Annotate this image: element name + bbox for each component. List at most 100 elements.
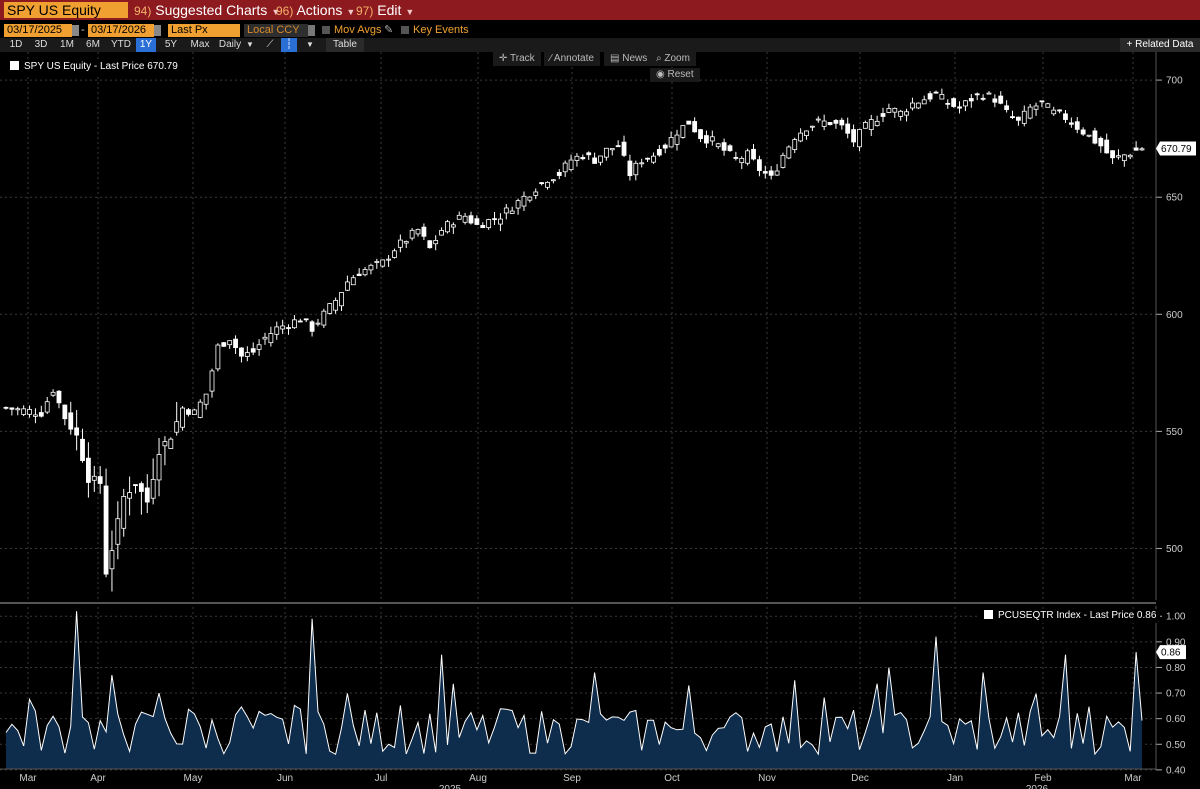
currency-select[interactable]: Local CCY [244, 24, 308, 37]
edit-menu[interactable]: 97) Edit ▼ [356, 2, 414, 18]
candle-body [692, 121, 698, 133]
candle-body [462, 215, 468, 223]
candle-body [550, 179, 556, 182]
candle-body [1080, 129, 1086, 135]
news-button[interactable]: ▤ News [604, 52, 654, 66]
frequency-select[interactable]: Daily [218, 39, 242, 50]
candle-body [874, 120, 880, 127]
period-1m[interactable]: 1M [60, 39, 74, 50]
mov-avgs-checkbox[interactable] [322, 26, 330, 34]
period-max[interactable]: Max [190, 39, 210, 50]
candle-body [745, 150, 751, 164]
candle-body [27, 409, 32, 415]
candle-body [904, 111, 909, 116]
candle-body [921, 99, 927, 105]
candle-body [1092, 130, 1098, 144]
candle-body [562, 162, 568, 173]
reset-label: Reset [667, 69, 694, 80]
candle-body [103, 485, 109, 575]
dropdown-arrow-icon[interactable] [308, 25, 315, 36]
calendar-icon[interactable] [154, 25, 161, 36]
candle-body [227, 340, 233, 346]
track-button[interactable]: ✛ Track [493, 52, 541, 66]
period-6m[interactable]: 6M [86, 39, 100, 50]
caret-down-icon[interactable]: ▼ [246, 40, 254, 49]
candle-body [421, 226, 427, 237]
last-price-tag [1156, 141, 1196, 156]
price-legend: SPY US Equity - Last Price 670.79 [6, 60, 182, 74]
key-events-checkbox[interactable] [401, 26, 409, 34]
end-date-field[interactable]: 03/17/2026 [88, 24, 154, 37]
candle-body [974, 93, 980, 96]
table-button[interactable]: Table [326, 38, 364, 52]
candle-body [109, 550, 115, 570]
candlestick-icon[interactable]: ┆ [281, 38, 297, 52]
pcr-line [5, 611, 1143, 756]
pcr-last-label: 0.86 [1161, 648, 1181, 659]
x-tick-label: Jan [947, 773, 963, 784]
candle-body [468, 215, 474, 224]
candle-body [586, 152, 592, 156]
period-ytd[interactable]: YTD [111, 39, 131, 50]
period-3d[interactable]: 3D [34, 39, 48, 50]
suggested-charts-menu[interactable]: 94) Suggested Charts ▼ [134, 2, 280, 18]
pcr-last-tag [1156, 645, 1186, 660]
candle-body [1057, 109, 1062, 112]
candle-body [862, 122, 868, 129]
candle-body [403, 241, 409, 244]
candle-body [44, 401, 50, 413]
candle-body [368, 264, 374, 271]
pencil-icon[interactable]: ✎ [384, 24, 394, 36]
menu-label: Edit [377, 2, 402, 18]
candle-body [751, 148, 756, 160]
actions-menu[interactable]: 96) Actions ▼ [276, 2, 355, 18]
annotate-button[interactable]: ∕ Annotate [544, 52, 600, 66]
candle-body [1051, 109, 1057, 115]
axis-labels: Mar Apr May Jun Jul Aug Sep Oct Nov Dec Jan Feb Mar 2… [0, 52, 1196, 789]
candle-body [951, 98, 957, 107]
start-date-field[interactable]: 03/17/2025 [4, 24, 72, 37]
candle-body [327, 303, 333, 314]
period-5y[interactable]: 5Y [164, 39, 178, 50]
candle-body [397, 239, 403, 248]
candle-body [1127, 154, 1133, 158]
ticker-field[interactable]: SPY US Equity [4, 2, 128, 18]
candle-body [609, 148, 615, 151]
candle-body [621, 141, 627, 156]
calendar-icon[interactable] [72, 25, 79, 36]
line-chart-icon[interactable]: ⟋ [266, 39, 274, 50]
candle-body [674, 134, 680, 145]
reset-button[interactable]: ◉ Reset [650, 68, 700, 82]
related-data-button[interactable]: + Related Data [1120, 38, 1200, 52]
candle-body [133, 484, 138, 486]
candle-body [533, 191, 539, 196]
legend-swatch [10, 61, 19, 70]
candle-body [857, 129, 862, 148]
candle-body [239, 347, 244, 357]
crosshair-icon: ✛ [499, 53, 508, 64]
candle-body [209, 370, 215, 392]
caret-down-icon[interactable]: ▼ [306, 40, 314, 49]
candle-body [774, 170, 780, 176]
candle-body [933, 91, 939, 94]
candle-body [344, 281, 350, 291]
x-tick-label: Nov [758, 773, 776, 784]
candle-body [415, 229, 421, 235]
pcr-legend: PCUSEQTR Index - Last Price 0.86 [980, 609, 1161, 623]
candle-body [474, 218, 480, 225]
period-1d[interactable]: 1D [9, 39, 23, 50]
candle-body [280, 325, 286, 330]
candle-body [809, 125, 815, 128]
candle-body [1010, 116, 1015, 118]
candle-body [845, 123, 851, 134]
candle-body [274, 326, 280, 335]
candle-body [556, 172, 562, 176]
candle-body [656, 149, 662, 156]
candle-body [1074, 121, 1080, 130]
period-1y[interactable]: 1Y [136, 38, 156, 52]
magnifier-icon: ⌕ [656, 53, 662, 64]
candle-body [174, 421, 180, 433]
candle-body [97, 476, 103, 484]
field-select[interactable]: Last Px [168, 24, 240, 37]
zoom-button[interactable]: ⌕ Zoom [650, 52, 696, 66]
